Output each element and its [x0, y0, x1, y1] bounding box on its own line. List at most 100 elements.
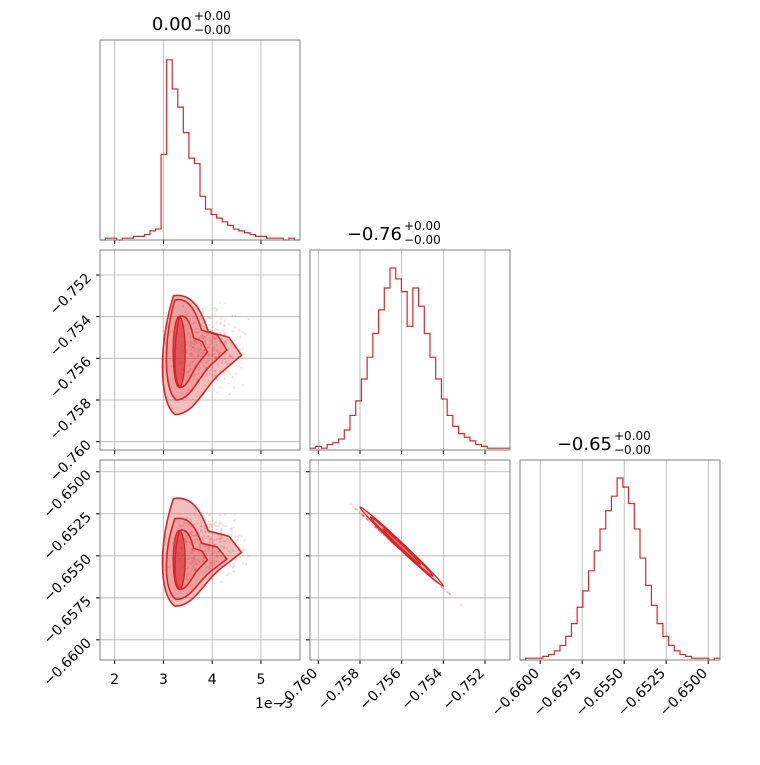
sample-point	[201, 536, 204, 539]
sample-point	[190, 352, 193, 355]
sample-point	[239, 556, 242, 559]
sample-point	[219, 554, 223, 557]
sample-point	[208, 542, 211, 545]
sample-point	[361, 513, 364, 517]
sample-point	[214, 313, 217, 316]
sample-point	[185, 577, 189, 581]
sample-point	[207, 547, 210, 551]
sample-point	[197, 304, 200, 308]
sample-point	[209, 562, 213, 565]
sample-point	[179, 525, 183, 528]
sample-point	[243, 538, 246, 542]
sample-point	[213, 369, 217, 372]
sample-point	[216, 525, 220, 528]
sample-point	[192, 565, 195, 568]
sample-point	[225, 362, 228, 365]
sample-point	[192, 322, 195, 325]
sample-point	[369, 520, 372, 524]
sample-point	[208, 541, 211, 544]
sample-point	[192, 558, 195, 561]
sample-point	[190, 550, 194, 553]
sample-point	[218, 352, 221, 355]
sample-point	[212, 549, 215, 552]
sample-point	[223, 324, 226, 327]
sample-point	[224, 513, 227, 516]
sample-point	[197, 328, 200, 331]
sample-point	[199, 344, 203, 347]
contour-level-3	[359, 506, 445, 587]
sample-point	[212, 577, 215, 580]
sample-point	[205, 334, 208, 337]
sample-point	[230, 533, 233, 537]
sample-point	[208, 523, 211, 526]
sample-point	[219, 513, 222, 517]
sample-point	[228, 393, 231, 396]
sample-point	[224, 540, 227, 543]
histogram-1	[310, 267, 510, 449]
sample-point	[202, 336, 205, 339]
sample-point	[206, 354, 209, 357]
sample-point	[212, 543, 216, 546]
sample-point	[210, 538, 213, 541]
sample-point	[231, 355, 235, 358]
sample-point	[186, 573, 190, 576]
sample-point	[231, 566, 234, 569]
sample-point	[232, 570, 235, 573]
sample-point	[204, 530, 207, 533]
sample-point	[214, 337, 217, 340]
sample-point	[190, 352, 193, 355]
sample-point	[199, 546, 202, 550]
sample-point	[208, 353, 211, 356]
sample-point	[219, 386, 222, 389]
sample-point	[223, 353, 227, 356]
sample-point	[209, 561, 212, 564]
sample-point	[195, 567, 198, 570]
sample-point	[215, 349, 218, 353]
sample-point	[185, 349, 188, 352]
y-tick-label: −0.756	[47, 354, 95, 402]
sample-point	[238, 348, 242, 352]
sample-point	[197, 348, 200, 351]
sample-point	[188, 368, 191, 371]
sample-point	[212, 538, 216, 541]
sample-point	[161, 329, 165, 332]
sample-point	[237, 329, 241, 332]
sample-point	[191, 360, 194, 363]
sample-point	[222, 540, 226, 543]
sample-point	[210, 341, 214, 344]
sample-point	[194, 560, 197, 563]
sample-point	[182, 524, 185, 527]
sample-point	[215, 555, 218, 558]
sample-point	[194, 534, 197, 537]
sample-point	[203, 379, 207, 382]
sample-point	[186, 371, 189, 374]
sample-point	[210, 373, 213, 376]
sample-point	[170, 365, 173, 368]
sample-point	[198, 368, 201, 372]
sample-point	[218, 537, 222, 540]
sample-point	[205, 361, 208, 364]
sample-point	[189, 562, 192, 565]
sample-point	[213, 337, 216, 341]
sample-point	[203, 546, 206, 549]
sample-point	[223, 355, 227, 358]
sample-point	[196, 522, 200, 525]
sample-point	[200, 349, 204, 352]
sample-point	[227, 572, 230, 575]
sample-point	[195, 347, 198, 350]
x-tick-label: −0.758	[315, 666, 363, 714]
sample-point	[199, 355, 202, 358]
sample-point	[196, 355, 200, 358]
sample-point	[201, 559, 205, 562]
sample-point	[247, 317, 250, 321]
sample-point	[443, 588, 446, 591]
sample-point	[214, 356, 217, 359]
sample-point	[215, 555, 218, 558]
sample-point	[248, 554, 251, 557]
param-title-2: −0.65	[557, 434, 612, 455]
sample-point	[244, 563, 248, 566]
sample-point	[365, 517, 368, 520]
sample-point	[218, 523, 221, 526]
sample-point	[187, 536, 190, 539]
sample-point	[227, 370, 230, 373]
